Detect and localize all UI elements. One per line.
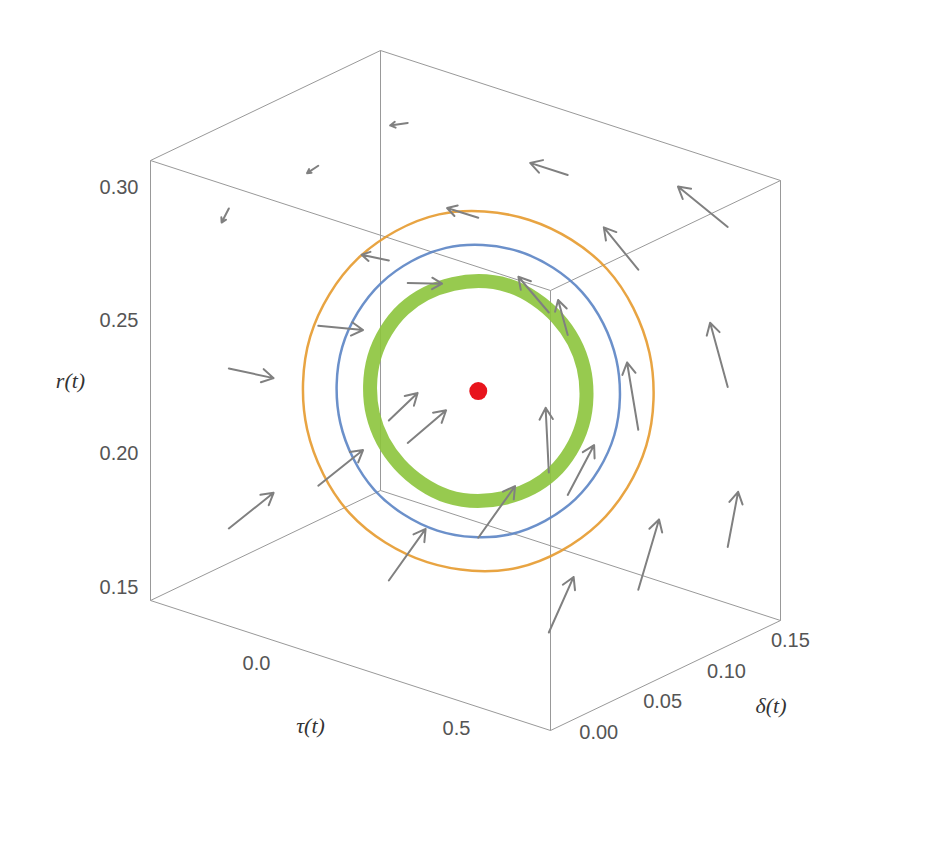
svg-text:0.25: 0.25 bbox=[100, 309, 139, 331]
svg-text:δ(t): δ(t) bbox=[756, 693, 787, 718]
svg-text:0.20: 0.20 bbox=[100, 442, 139, 464]
svg-text:0.30: 0.30 bbox=[100, 176, 139, 198]
svg-text:0.5: 0.5 bbox=[443, 717, 471, 739]
svg-text:0.15: 0.15 bbox=[100, 576, 139, 598]
svg-text:0.15: 0.15 bbox=[771, 629, 810, 651]
svg-text:0.0: 0.0 bbox=[243, 652, 271, 674]
svg-text:r(t): r(t) bbox=[56, 368, 85, 393]
svg-text:0.00: 0.00 bbox=[579, 721, 618, 743]
svg-text:0.05: 0.05 bbox=[643, 690, 682, 712]
svg-text:τ(t): τ(t) bbox=[296, 713, 325, 738]
svg-text:0.10: 0.10 bbox=[707, 660, 746, 682]
